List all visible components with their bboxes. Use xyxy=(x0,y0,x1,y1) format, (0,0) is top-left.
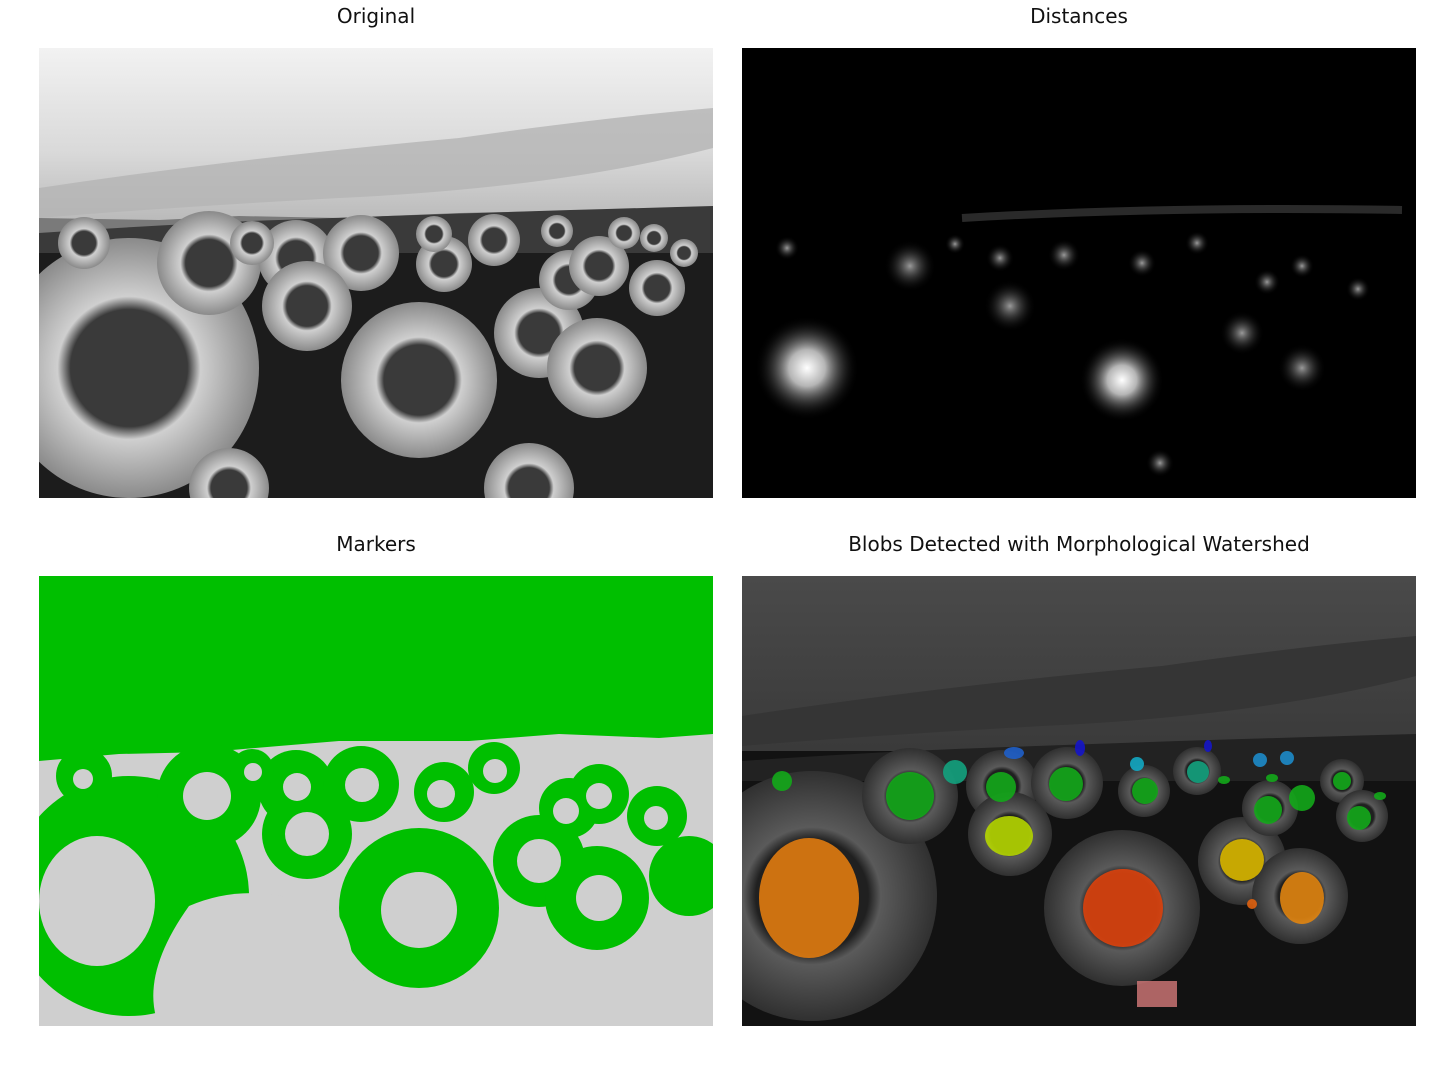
blob-regions xyxy=(759,740,1386,1007)
panel-title-original: Original xyxy=(336,4,416,28)
flower-group xyxy=(39,211,698,498)
panel-title-blobs: Blobs Detected with Morphological Waters… xyxy=(848,532,1310,556)
original-image xyxy=(39,48,713,498)
panel-title-distances: Distances xyxy=(1030,4,1128,28)
markers-image xyxy=(39,576,713,1026)
blobs-image xyxy=(742,576,1416,1026)
panel-title-markers: Markers xyxy=(336,532,416,556)
distances-image xyxy=(742,48,1416,498)
